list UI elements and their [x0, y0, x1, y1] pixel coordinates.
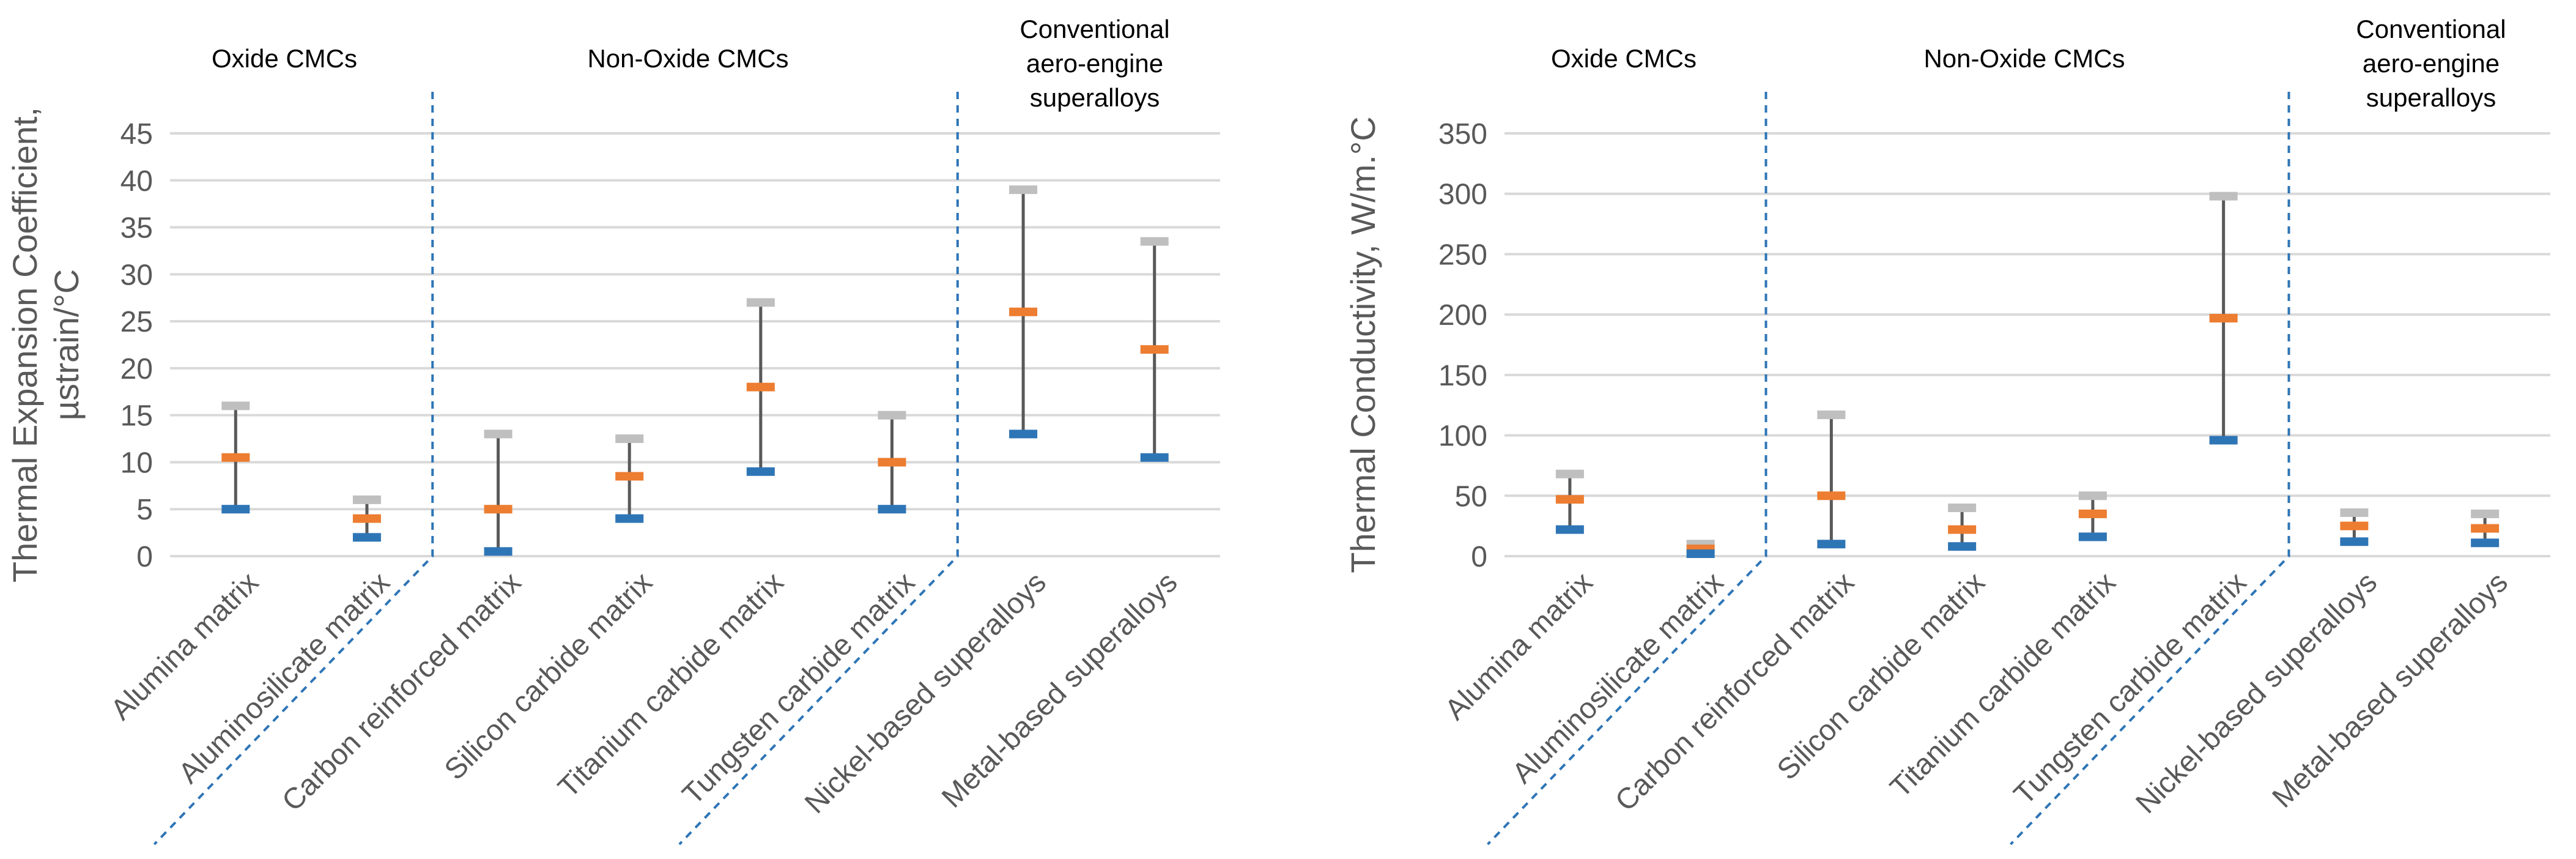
- mean-marker: [878, 458, 906, 467]
- mean-marker: [1948, 525, 1977, 534]
- max-marker: [2471, 509, 2500, 518]
- max-marker: [484, 430, 513, 439]
- max-marker: [615, 434, 644, 444]
- y-tick-label: 300: [1438, 179, 1487, 211]
- mean-marker: [1817, 491, 1846, 500]
- y-tick-label: 45: [120, 118, 153, 151]
- y-tick-label: 150: [1438, 360, 1487, 392]
- min-marker: [1817, 540, 1846, 549]
- max-marker: [746, 298, 775, 307]
- max-marker: [1140, 237, 1169, 246]
- group-label: Conventional aero-engine superalloys: [2356, 15, 2506, 112]
- mean-marker: [1555, 495, 1584, 504]
- group-separator: [2010, 92, 2290, 846]
- max-marker: [221, 401, 250, 411]
- y-tick-label: 350: [1438, 118, 1487, 151]
- y-tick-label: 50: [1455, 480, 1487, 513]
- min-marker: [615, 514, 644, 523]
- min-marker: [2471, 538, 2500, 548]
- y-tick-label: 0: [136, 541, 153, 573]
- category-label: Nickel-based superalloys: [799, 566, 1053, 820]
- mean-marker: [352, 514, 381, 523]
- mean-marker: [2471, 524, 2500, 533]
- category-label: Metal-based superalloys: [936, 566, 1183, 814]
- max-marker: [1948, 504, 1977, 513]
- y-tick-label: 100: [1438, 420, 1487, 453]
- min-marker: [2340, 537, 2369, 546]
- y-axis-label: Thermal Expansion Coefficient,µstrain/°C: [6, 107, 86, 582]
- y-axis-label: Thermal Conductivity, W/m.°C: [1344, 116, 1382, 573]
- y-tick-label: 35: [120, 212, 153, 245]
- y-tick-label: 200: [1438, 299, 1487, 332]
- mean-marker: [2078, 509, 2107, 518]
- category-label: Aluminosilicate matrix: [1506, 566, 1730, 790]
- min-marker: [2209, 436, 2238, 445]
- min-marker: [746, 467, 775, 476]
- mean-marker: [484, 505, 513, 514]
- max-marker: [2209, 192, 2238, 201]
- chart-thermal-expansion: 0 5 10 15 20 25 30 35 40 45 Thermal Expansion Coef…: [6, 15, 1220, 846]
- category-label: Titanium carbide matrix: [1884, 566, 2122, 804]
- y-tick-label: 5: [136, 494, 153, 526]
- category-label: Aluminosilicate matrix: [172, 566, 396, 790]
- category-label: Tungsten carbide matrix: [2008, 566, 2252, 811]
- category-label: Carbon reinforced matrix: [1609, 566, 1860, 817]
- min-marker: [1009, 430, 1038, 439]
- group-separator: [1487, 92, 1767, 846]
- group-label: Oxide CMCs: [212, 44, 357, 73]
- y-tick-label: 10: [120, 447, 153, 479]
- group-label: Oxide CMCs: [1551, 44, 1697, 73]
- mean-marker: [221, 453, 250, 462]
- min-marker: [878, 505, 906, 514]
- y-tick-label: 250: [1438, 239, 1487, 271]
- max-marker: [1555, 469, 1584, 478]
- min-marker: [1140, 453, 1169, 462]
- y-tick-label: 20: [120, 353, 153, 385]
- mean-marker: [615, 472, 644, 481]
- mean-marker: [2209, 314, 2238, 323]
- max-marker: [878, 411, 906, 420]
- min-marker: [2078, 532, 2107, 541]
- category-label: Carbon reinforced matrix: [276, 566, 527, 817]
- min-marker: [1555, 525, 1584, 534]
- category-label: Tungsten carbide matrix: [676, 566, 921, 811]
- y-tick-label: 40: [120, 165, 153, 198]
- category-label: Nickel-based superalloys: [2130, 566, 2383, 820]
- max-marker: [1817, 411, 1846, 420]
- mean-marker: [1009, 307, 1038, 316]
- y-tick-label: 30: [120, 259, 153, 291]
- y-tick-label: 25: [120, 306, 153, 338]
- max-marker: [1009, 185, 1038, 195]
- y-tick-label: 0: [1471, 541, 1487, 573]
- group-label: Non-Oxide CMCs: [587, 44, 788, 73]
- category-label: Metal-based superalloys: [2267, 566, 2514, 814]
- mean-marker: [1140, 345, 1169, 354]
- group-label: Conventional aero-engine superalloys: [1020, 15, 1169, 112]
- max-marker: [2078, 491, 2107, 500]
- chart-thermal-conductivity: 0 50 100 150 200 250 300 350 Thermal Conductivit…: [1344, 15, 2550, 846]
- min-marker: [221, 505, 250, 514]
- y-tick-label: 15: [120, 400, 153, 433]
- group-separator: [678, 92, 959, 846]
- min-marker: [1948, 542, 1977, 551]
- min-marker: [1686, 549, 1715, 559]
- group-label: Non-Oxide CMCs: [1923, 44, 2125, 73]
- mean-marker: [2340, 521, 2369, 530]
- min-marker: [484, 547, 513, 556]
- max-marker: [352, 495, 381, 504]
- group-separator: [153, 92, 434, 846]
- min-marker: [352, 533, 381, 542]
- max-marker: [2340, 508, 2369, 517]
- mean-marker: [746, 382, 775, 392]
